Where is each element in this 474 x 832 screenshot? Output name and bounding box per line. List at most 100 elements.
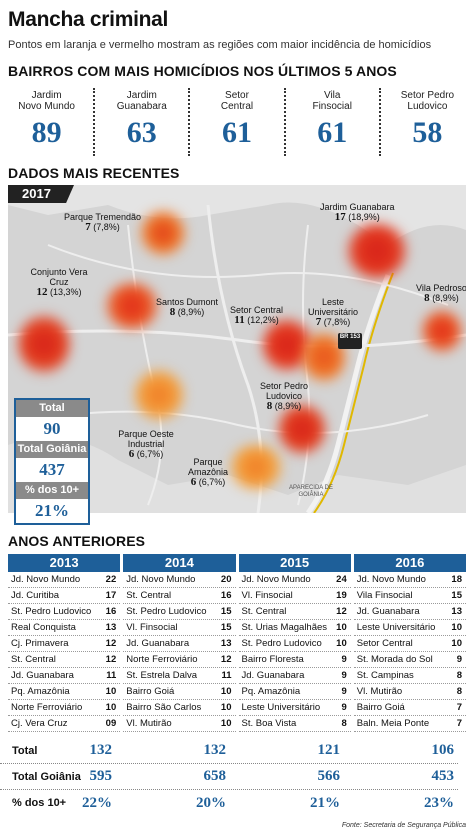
table-row: Norte Ferroviário 12 bbox=[123, 652, 236, 668]
hotspot-jardim-guanabara bbox=[346, 223, 408, 279]
map-label-parque-tremendao: Parque Tremendão 7 (7,8%) bbox=[64, 212, 142, 233]
neighborhood-name: Jd. Novo Mundo bbox=[356, 574, 426, 585]
homicide-count: 9 bbox=[341, 686, 347, 697]
homicide-count: 10 bbox=[220, 702, 232, 713]
previous-years-heading: ANOS ANTERIORES bbox=[8, 533, 146, 549]
table-row: Leste Universitário 10 bbox=[353, 620, 466, 636]
year-header: 2015 bbox=[238, 554, 351, 572]
homicide-count: 13 bbox=[105, 622, 117, 633]
hotspot-vila-pedroso bbox=[422, 309, 462, 353]
neighborhood-name: St. Morada do Sol bbox=[356, 654, 433, 665]
neighborhood-name: St. Campinas bbox=[356, 670, 414, 681]
year-table-2016: 2016 Jd. Novo Mundo 18 Vila Finsocial 15 Jd. … bbox=[353, 554, 466, 732]
homicide-count: 12 bbox=[105, 654, 117, 665]
neighborhood-name: St. Boa Vista bbox=[241, 718, 297, 729]
table-row: St. Estrela Dalva 11 bbox=[123, 668, 236, 684]
summary-total-2013: 132 bbox=[89, 742, 113, 758]
homicide-count: 10 bbox=[451, 638, 462, 649]
homicide-count: 11 bbox=[221, 670, 232, 681]
table-row: Bairro Goiá 10 bbox=[123, 684, 236, 700]
year-header: 2016 bbox=[353, 554, 466, 572]
homicide-count: 8 bbox=[456, 670, 462, 681]
table-row: St. Boa Vista 8 bbox=[238, 716, 351, 732]
neighborhood-name: Jd. Guanabara bbox=[126, 638, 190, 649]
neighborhood-name: Jd. Guanabara bbox=[356, 606, 420, 617]
neighborhood-name: Leste Universitário bbox=[241, 702, 321, 713]
hotspot-parque-amazonia bbox=[228, 445, 284, 489]
top-neighborhood-item: Jardim Guanabara 63 bbox=[93, 88, 188, 156]
homicide-count: 7 bbox=[456, 702, 462, 713]
year-header: 2014 bbox=[123, 554, 236, 572]
table-row: Pq. Amazônia 9 bbox=[238, 684, 351, 700]
homicide-count: 10 bbox=[220, 718, 232, 729]
stat-goiania-value: 437 bbox=[39, 460, 65, 479]
table-row: St. Urias Magalhães 10 bbox=[238, 620, 351, 636]
map-label-conjunto-vera-cruz: Conjunto Vera Cruz 12 (13,3%) bbox=[30, 267, 88, 298]
neighborhood-name: Leste Universitário bbox=[356, 622, 436, 633]
table-row: Jd. Curitiba 17 bbox=[8, 588, 121, 604]
neighborhood-name: St. Estrela Dalva bbox=[126, 670, 197, 681]
neighborhood-name: Vl. Finsocial bbox=[126, 622, 178, 633]
homicide-count: 8 bbox=[341, 718, 347, 729]
neighborhood-name: Cj. Primavera bbox=[11, 638, 69, 649]
summary-total-2014: 132 bbox=[203, 742, 227, 758]
homicide-count: 20 bbox=[220, 574, 232, 585]
table-row: St. Central 16 bbox=[123, 588, 236, 604]
homicide-count: 11 bbox=[106, 670, 117, 681]
hotspot-conjunto-vera-cruz bbox=[18, 313, 70, 375]
homicide-count: 22 bbox=[105, 574, 117, 585]
neighborhood-name: Baln. Meia Ponte bbox=[356, 718, 430, 729]
summary-goiania-2013: 595 bbox=[89, 768, 113, 784]
map-year-tag: 2017 bbox=[8, 185, 74, 203]
neighborhood-name: Jd. Curitiba bbox=[11, 590, 60, 601]
homicide-count: 12 bbox=[220, 654, 232, 665]
map-label-parque-oeste-industrial: Parque Oeste Industrial 6 (6,7%) bbox=[118, 429, 174, 460]
summary-pct-label: % dos 10+ bbox=[12, 797, 67, 809]
top-neighborhood-item: Vila Finsocial 61 bbox=[283, 88, 379, 156]
neighborhood-name: Jd. Guanabara bbox=[241, 670, 305, 681]
homicide-count: 9 bbox=[341, 702, 347, 713]
neighborhood-name: St. Pedro Ludovico bbox=[11, 606, 92, 617]
table-row: St. Campinas 8 bbox=[353, 668, 466, 684]
homicide-count: 12 bbox=[336, 606, 347, 617]
page-title: Mancha criminal bbox=[8, 8, 169, 31]
top-neighborhood-value: 58 bbox=[412, 116, 443, 149]
homicide-count: 13 bbox=[451, 606, 462, 617]
source-credit: Fonte: Secretaria de Segurança Pública bbox=[341, 822, 466, 829]
homicide-count: 13 bbox=[220, 638, 232, 649]
table-row: Vl. Mutirão 10 bbox=[123, 716, 236, 732]
stat-pct-value: 21% bbox=[35, 501, 69, 520]
homicide-count: 9 bbox=[456, 654, 462, 665]
homicide-count: 9 bbox=[341, 654, 347, 665]
homicide-count: 18 bbox=[451, 574, 462, 585]
summary-goiania-row: Total Goiânia 595 658 566 453 bbox=[0, 764, 458, 790]
top-neighborhood-name: Setor Central bbox=[220, 90, 254, 112]
neighborhood-name: St. Central bbox=[126, 590, 172, 601]
stat-total-label: Total bbox=[16, 400, 88, 417]
neighborhood-name: Jd. Novo Mundo bbox=[241, 574, 311, 585]
neighborhood-name: Norte Ferroviário bbox=[126, 654, 198, 665]
homicide-count: 10 bbox=[105, 702, 117, 713]
summary-pct-2015: 21% bbox=[310, 794, 340, 811]
highway-badge: BR 153 bbox=[338, 333, 362, 349]
table-row: St. Morada do Sol 9 bbox=[353, 652, 466, 668]
summary-pct-2016: 23% bbox=[424, 794, 454, 811]
neighborhood-name: St. Urias Magalhães bbox=[241, 622, 328, 633]
table-row: Bairro São Carlos 10 bbox=[123, 700, 236, 716]
table-row: Jd. Novo Mundo 18 bbox=[353, 572, 466, 588]
homicide-count: 19 bbox=[336, 590, 347, 601]
neighborhood-name: Vl. Mutirão bbox=[356, 686, 403, 697]
homicide-count: 10 bbox=[105, 686, 117, 697]
homicide-count: 8 bbox=[456, 686, 462, 697]
top-neighborhoods-heading: BAIRROS COM MAIS HOMICÍDIOS NOS ÚLTIMOS … bbox=[8, 63, 397, 79]
hotspot-santos-dumont bbox=[104, 283, 160, 329]
stat-pct-label: % dos 10+ bbox=[16, 482, 88, 499]
summary-pct-2014: 20% bbox=[196, 794, 226, 811]
top-neighborhood-item: Setor Pedro Ludovico 58 bbox=[378, 88, 474, 156]
table-row: Norte Ferroviário 10 bbox=[8, 700, 121, 716]
neighborhood-name: Real Conquista bbox=[11, 622, 76, 633]
top-neighborhood-value: 61 bbox=[317, 116, 348, 149]
table-row: Vila Finsocial 15 bbox=[353, 588, 466, 604]
top-neighborhood-item: Jardim Novo Mundo 89 bbox=[0, 88, 93, 156]
neighborhood-name: St. Pedro Ludovico bbox=[126, 606, 207, 617]
